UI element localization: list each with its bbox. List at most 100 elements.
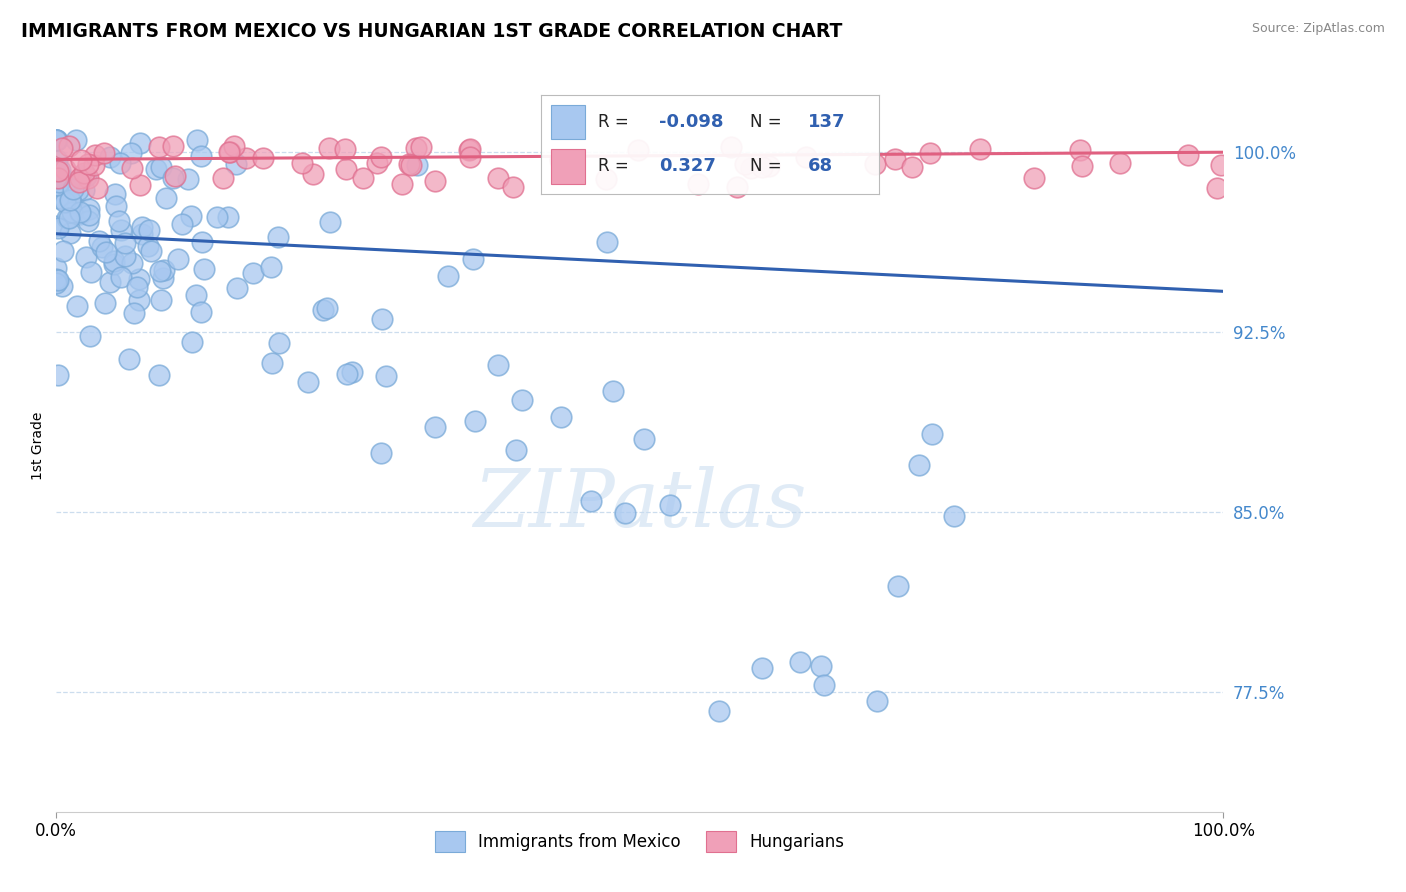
Point <box>66 299 89 313</box>
Point <box>45 219 67 233</box>
Point <box>83 158 105 172</box>
Point <box>193 261 215 276</box>
Point <box>46 163 69 178</box>
Point <box>613 506 636 520</box>
Point <box>52 244 75 258</box>
Point <box>110 223 132 237</box>
Point <box>486 359 509 373</box>
Point <box>163 169 186 183</box>
Point <box>222 138 245 153</box>
Point <box>391 177 413 191</box>
Point <box>461 252 484 267</box>
Point <box>51 278 73 293</box>
Point <box>740 161 762 176</box>
Point <box>486 170 509 185</box>
Point <box>252 151 274 165</box>
Point <box>458 141 481 155</box>
Point <box>108 156 131 170</box>
Point <box>60 205 83 219</box>
Point <box>336 367 359 381</box>
Point <box>45 133 67 147</box>
Point <box>121 256 143 270</box>
Point <box>260 356 283 370</box>
Point <box>128 293 150 307</box>
Point <box>86 181 108 195</box>
Point <box>59 194 82 209</box>
Point <box>218 145 240 159</box>
Point <box>83 148 105 162</box>
Point <box>48 163 70 178</box>
Point <box>51 141 73 155</box>
Point <box>69 153 91 167</box>
Point <box>464 414 486 428</box>
Point <box>104 199 127 213</box>
Point <box>302 167 325 181</box>
Point <box>121 161 143 176</box>
Point <box>225 157 247 171</box>
Point <box>180 209 202 223</box>
Point <box>139 244 162 258</box>
Point <box>58 211 80 225</box>
Point <box>94 296 117 310</box>
Point <box>46 220 69 235</box>
Point <box>510 392 533 407</box>
Point <box>437 269 460 284</box>
Text: ZIPatlas: ZIPatlas <box>472 466 807 543</box>
Point <box>942 509 965 524</box>
Point <box>79 202 101 216</box>
Point <box>108 214 131 228</box>
Point <box>810 659 832 673</box>
Point <box>51 171 73 186</box>
Point <box>122 306 145 320</box>
Point <box>901 161 924 175</box>
Point <box>46 153 69 168</box>
Point <box>595 235 617 249</box>
Point <box>235 151 257 165</box>
Point <box>150 160 173 174</box>
Point <box>73 183 96 197</box>
Point <box>96 245 118 260</box>
Point <box>423 420 446 434</box>
Point <box>751 160 773 174</box>
Point <box>813 678 835 692</box>
Point <box>409 139 432 153</box>
Point <box>375 369 398 384</box>
Point <box>921 427 943 442</box>
Point <box>67 175 90 189</box>
Point <box>138 223 160 237</box>
Point <box>602 384 624 398</box>
Point <box>595 172 617 186</box>
Point <box>170 217 193 231</box>
Point <box>425 174 447 188</box>
Point <box>45 271 67 285</box>
Point <box>46 178 69 193</box>
Point <box>73 166 96 180</box>
Point <box>104 187 127 202</box>
Point <box>53 194 76 209</box>
Point <box>734 157 756 171</box>
Point <box>176 171 198 186</box>
Point <box>98 276 121 290</box>
Point <box>46 273 69 287</box>
Point <box>458 143 481 157</box>
Point <box>316 301 339 316</box>
Point <box>1211 158 1233 172</box>
Point <box>920 146 942 161</box>
Point <box>46 272 69 286</box>
Point <box>340 365 363 379</box>
Point <box>70 169 93 183</box>
Point <box>69 170 91 185</box>
Point <box>686 177 709 191</box>
Point <box>887 579 910 593</box>
Point <box>155 191 177 205</box>
Point <box>93 146 115 161</box>
Point <box>405 141 427 155</box>
Legend: Immigrants from Mexico, Hungarians: Immigrants from Mexico, Hungarians <box>429 824 851 858</box>
Point <box>548 153 571 167</box>
Point <box>59 226 82 240</box>
Point <box>707 704 730 718</box>
Point <box>720 140 742 154</box>
Point <box>114 236 136 251</box>
Point <box>370 150 392 164</box>
Point <box>46 368 69 382</box>
